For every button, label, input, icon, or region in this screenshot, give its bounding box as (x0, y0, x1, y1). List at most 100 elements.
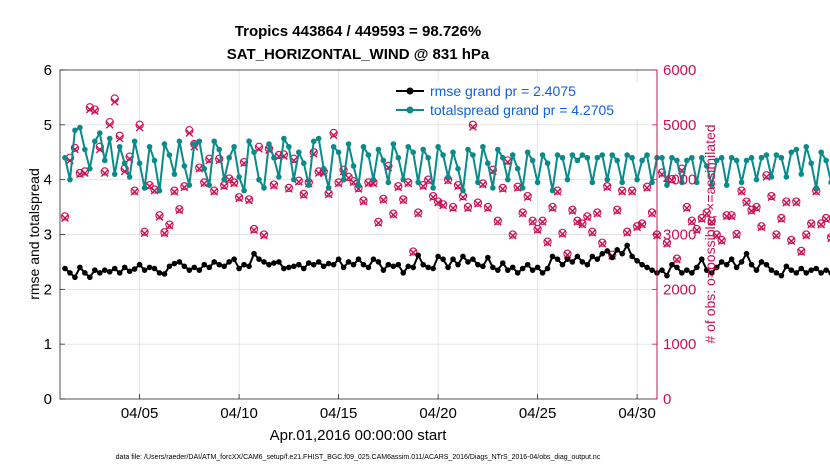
totalspread-point (485, 160, 491, 167)
legend: rmse grand pr = 2.4075 totalspread grand… (391, 82, 649, 120)
rmse-point (211, 259, 218, 265)
grid (60, 70, 657, 399)
totalspread-point (246, 138, 252, 145)
obs-possible-point (767, 191, 776, 201)
rmse-point (619, 250, 625, 257)
obs-assimilated-point (742, 198, 751, 207)
obs-possible-point (682, 202, 691, 212)
obs-assimilated-point (528, 217, 537, 226)
totalspread-point (614, 157, 620, 164)
rmse-point (300, 265, 307, 272)
totalspread-point (335, 149, 342, 156)
totalspread-point (669, 154, 675, 161)
rmse-point (131, 266, 138, 272)
totalspread-point (748, 154, 755, 161)
obs-assimilated-point (827, 234, 830, 243)
rmse-point (485, 254, 491, 261)
totalspread-point (281, 135, 287, 142)
totalspread-point (604, 176, 611, 183)
totalspread-point (380, 157, 387, 164)
totalspread-point (385, 179, 392, 186)
obs-possible-point (568, 205, 577, 214)
rmse-point (201, 261, 208, 268)
x-tick-label: 04/10 (220, 405, 258, 422)
legend-rmse-marker (406, 87, 414, 95)
obs-possible-point (254, 142, 264, 151)
totalspread-point (803, 143, 810, 150)
rmse-point (82, 270, 88, 276)
obs-assimilated-point (787, 237, 796, 245)
rmse-point (738, 259, 745, 265)
rmse-point (659, 267, 665, 273)
totalspread-point (684, 157, 690, 164)
rmse-point (350, 261, 357, 268)
obs-assimilated-point (692, 226, 701, 235)
rmse-point (87, 274, 93, 281)
rmse-point (286, 264, 292, 271)
totalspread-point (325, 185, 332, 191)
obs-possible-point (573, 216, 582, 225)
rmse-point (684, 267, 690, 273)
totalspread-point (599, 152, 606, 158)
rmse-point (435, 253, 441, 260)
rmse-point (116, 270, 123, 276)
obs-possible-point (802, 230, 811, 239)
obs-possible-point (707, 216, 716, 225)
right-tick-label: 3000 (663, 227, 696, 244)
rmse-point (574, 253, 581, 260)
rmse-point (271, 260, 277, 266)
rmse-point (121, 264, 128, 271)
rmse-point (72, 274, 78, 281)
totalspread-point (703, 163, 710, 169)
totalspread-point (738, 179, 745, 186)
rmse-point (226, 259, 232, 265)
obs-assimilated-point (618, 187, 627, 196)
obs-possible-point (637, 219, 647, 228)
obs-possible-point (692, 224, 701, 234)
totalspread-point (390, 141, 397, 147)
totalspread-point (674, 157, 680, 164)
obs-assimilated-point (334, 179, 343, 188)
totalspread-point (151, 157, 158, 164)
obs-assimilated-point (469, 123, 477, 131)
obs-possible-point (463, 202, 473, 212)
obs-possible-point (90, 105, 99, 114)
obs-possible-point (603, 182, 612, 191)
rmse-point (773, 270, 780, 276)
rmse-point (455, 261, 461, 268)
obs-assimilated-point (424, 176, 433, 185)
obs-assimilated-point (782, 198, 791, 207)
rmse-point (818, 270, 824, 276)
totalspread-point (798, 171, 805, 177)
x-tick-label: 04/30 (618, 405, 656, 422)
obs-assimilated-point (732, 231, 741, 239)
totalspread-point (619, 179, 625, 186)
rmse-point (460, 253, 466, 260)
rmse-point (544, 265, 551, 272)
obs-assimilated-point (61, 214, 69, 222)
rmse-point (639, 261, 645, 268)
rmse-point (161, 271, 168, 277)
totalspread-point (480, 143, 486, 150)
totalspread-point (360, 143, 367, 150)
obs-assimilated-point (543, 238, 552, 247)
totalspread-point (166, 152, 173, 158)
rmse-point (480, 263, 486, 270)
right-tick-label: 5000 (663, 117, 696, 134)
rmse-point (664, 272, 670, 279)
obs-possible-point (538, 216, 547, 225)
obs-assimilated-point (130, 187, 139, 196)
obs-possible-point (284, 183, 293, 193)
rmse-point (698, 256, 705, 262)
obs-assimilated-point (80, 169, 89, 177)
obs-possible-point (170, 186, 179, 195)
obs-possible-point (787, 235, 796, 245)
rmse-point (778, 272, 785, 279)
totalspread-point (499, 154, 506, 161)
obs-assimilated-point (449, 204, 457, 213)
totalspread-point (664, 182, 670, 188)
rmse-point (246, 263, 252, 270)
rmse-point (599, 250, 606, 257)
rmse-point (514, 270, 521, 276)
obs-assimilated-point (752, 204, 761, 213)
